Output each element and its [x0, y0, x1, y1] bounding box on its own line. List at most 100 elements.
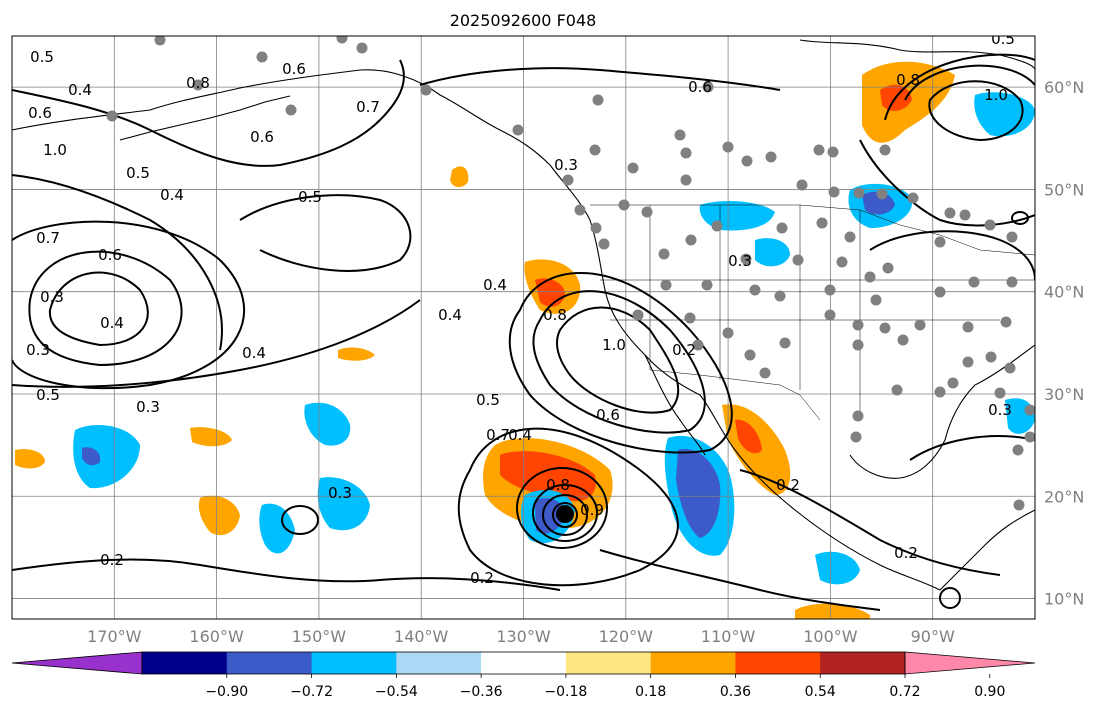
contour-value-label: 0.3	[988, 401, 1012, 419]
station-dot	[674, 129, 686, 141]
station-dot	[852, 410, 864, 422]
colorbar-segment	[226, 652, 313, 674]
station-dot	[816, 217, 828, 229]
station-dot	[934, 286, 946, 298]
contour-value-label: 0.3	[136, 398, 160, 416]
station-dot	[512, 124, 524, 136]
contour-value-label: 0.2	[100, 551, 124, 569]
contour-value-label: 0.3	[328, 484, 352, 502]
station-dot	[154, 36, 166, 46]
colorbar-segment	[311, 652, 397, 674]
contour-value-label: 0.2	[776, 476, 800, 494]
map-area: 0.5 0.4 0.6 1.0 0.8 0.5 0.4 0.6 0.7 0.3 0.4 0.3 0.5 0…	[12, 30, 1035, 619]
coastline-gulf-mexico	[849, 344, 1035, 479]
shade-blue-south-edge	[815, 551, 860, 585]
station-dot	[685, 234, 697, 246]
station-dot	[985, 351, 997, 363]
colorbar-tick-label: 0.72	[889, 684, 920, 700]
longitude-label: 130°W	[496, 627, 551, 646]
station-dot	[870, 294, 882, 306]
station-dot	[852, 319, 864, 331]
contour-canada-2	[904, 64, 1035, 101]
contour-broad-5	[12, 174, 223, 351]
shade-blue-hawaii-west	[73, 425, 140, 489]
station-dot	[934, 386, 946, 398]
contour-small-2	[939, 587, 962, 609]
contour-cyclone-1	[552, 502, 579, 528]
contour-small-1	[281, 505, 320, 535]
contour-value-label: 0.8	[543, 306, 567, 324]
station-dot	[994, 387, 1006, 399]
station-dot	[658, 248, 670, 260]
border-us-mexico	[649, 369, 821, 421]
station-dot	[632, 309, 644, 321]
station-dot	[641, 206, 653, 218]
longitude-labels: 170°W 160°W 150°W 140°W 130°W 120°W 110°W 100°W…	[87, 627, 955, 646]
station-dot	[1012, 444, 1024, 456]
station-dot	[1024, 404, 1035, 416]
coastline-alaska	[12, 69, 551, 166]
station-dot	[824, 309, 836, 321]
station-dot	[876, 188, 888, 200]
latitude-label: 50°N	[1044, 180, 1084, 199]
station-dot	[192, 79, 204, 91]
station-dot	[962, 321, 974, 333]
contour-value-label: 0.6	[98, 246, 122, 264]
contour-value-label: 0.4	[160, 186, 184, 204]
contour-value-label: 0.2	[470, 569, 494, 587]
map-title: 2025092600 F048	[450, 11, 597, 30]
colorbar-extend-high	[904, 651, 1036, 675]
longitude-label: 110°W	[701, 627, 756, 646]
shade-orange-hawaii-west	[15, 449, 45, 469]
contour-cyclone-5	[457, 427, 679, 587]
map-gridlines	[12, 36, 1035, 619]
station-dot	[692, 339, 704, 351]
station-dot	[749, 284, 761, 296]
station-dot	[827, 146, 839, 158]
latitude-label: 20°N	[1044, 487, 1084, 506]
coastline-baja	[644, 354, 706, 456]
contour-value-label: 0.2	[672, 341, 696, 359]
latitude-label: 30°N	[1044, 385, 1084, 404]
shade-orange-south-pacific	[198, 495, 240, 536]
contour-value-label: 0.3	[554, 156, 578, 174]
station-dot	[660, 279, 672, 291]
contour-value-label: 0.8	[186, 74, 210, 92]
station-dot	[828, 186, 840, 198]
colorbar-segment	[820, 652, 906, 674]
station-dot	[776, 222, 788, 234]
station-dot	[968, 276, 980, 288]
colorbar-tick-label: −0.18	[544, 684, 587, 700]
station-dot	[420, 84, 432, 96]
station-dot	[336, 36, 348, 44]
shaded-anomaly-areas	[15, 61, 1035, 619]
contour-value-label: 0.6	[28, 104, 52, 122]
colorbar-tick-label: 0.36	[720, 684, 751, 700]
contour-value-label: 0.4	[242, 344, 266, 362]
station-dot	[740, 253, 752, 265]
contour-value-label: 0.5	[991, 30, 1015, 48]
contour-pacific-low-1	[48, 271, 149, 347]
contour-value-label: 0.5	[298, 188, 322, 206]
longitude-label: 100°W	[803, 627, 858, 646]
tropical-cyclone-marker	[556, 505, 574, 523]
station-dot	[680, 174, 692, 186]
station-dot	[744, 349, 756, 361]
contour-pacific-low-2	[28, 250, 183, 367]
coastline-north-america-west	[549, 164, 941, 591]
colorbar-segment	[565, 652, 652, 674]
coastline-aleutians	[119, 95, 291, 141]
contour-value-label: 1.0	[602, 336, 626, 354]
station-dot	[907, 192, 919, 204]
station-dot	[684, 312, 696, 324]
contour-pacific-low-3	[12, 220, 246, 390]
latitude-label: 10°N	[1044, 590, 1084, 609]
station-dot	[1006, 231, 1018, 243]
station-dot	[879, 322, 891, 334]
contour-value-label: 0.2	[894, 544, 918, 562]
contour-value-label: 0.4	[100, 314, 124, 332]
colorbar-segment	[396, 652, 482, 674]
station-dot	[852, 339, 864, 351]
contour-value-label: 0.4	[483, 276, 507, 294]
